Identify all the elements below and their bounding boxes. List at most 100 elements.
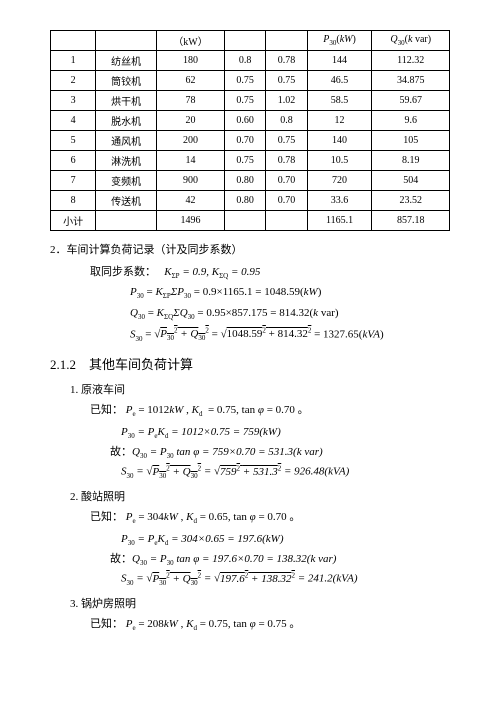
cell: 62 <box>157 71 225 91</box>
cell: 34.875 <box>372 71 450 91</box>
cell: 2 <box>51 71 96 91</box>
item2-p30: P30 = PeKd = 304×0.65 = 197.6(kW) <box>50 531 450 549</box>
cell: 0.8 <box>266 111 307 131</box>
cell: 144 <box>307 51 372 71</box>
cell: 3 <box>51 91 96 111</box>
coef-line: 取同步系数： KΣP = 0.9, KΣQ = 0.95 <box>50 263 450 280</box>
table-row: 7变频机9000.800.70720504 <box>51 171 450 191</box>
cell <box>96 211 157 231</box>
cell: 900 <box>157 171 225 191</box>
table-row: 6淋洗机140.750.7810.58.19 <box>51 151 450 171</box>
cell: 0.75 <box>266 131 307 151</box>
cell: 0.70 <box>266 171 307 191</box>
cell: 5 <box>51 131 96 151</box>
item1-q30: 故：Q30 = P30 tan φ = 759×0.70 = 531.3(k v… <box>50 444 450 462</box>
cell: 8.19 <box>372 151 450 171</box>
cell: 42 <box>157 191 225 211</box>
cell: 180 <box>157 51 225 71</box>
cell: 0.75 <box>224 91 265 111</box>
heading-212: 2.1.2 其他车间负荷计算 <box>50 354 450 373</box>
sec2-s30: S30 = √P302 + Q302 = √1048.592 + 814.322… <box>50 326 450 344</box>
cell: 140 <box>307 131 372 151</box>
cell: 0.80 <box>224 171 265 191</box>
cell: 12 <box>307 111 372 131</box>
cell: 112.32 <box>372 51 450 71</box>
cell: 105 <box>372 131 450 151</box>
cell: 0.75 <box>224 151 265 171</box>
table-row: 3烘干机780.751.0258.559.67 <box>51 91 450 111</box>
item2-title: 2. 酸站照明 <box>50 488 450 504</box>
cell: 857.18 <box>372 211 450 231</box>
table-row: 4脱水机200.600.8129.6 <box>51 111 450 131</box>
coef-label: 取同步系数： <box>90 266 156 278</box>
cell: 小计 <box>51 211 96 231</box>
hcell-kw: （kW） <box>157 31 225 51</box>
cell: 传送机 <box>96 191 157 211</box>
cell: 通风机 <box>96 131 157 151</box>
cell: 1.02 <box>266 91 307 111</box>
cell <box>266 211 307 231</box>
cell: 淋洗机 <box>96 151 157 171</box>
hcell <box>51 31 96 51</box>
cell: 8 <box>51 191 96 211</box>
table-row: 5通风机2000.700.75140105 <box>51 131 450 151</box>
sec2-q30: Q30 = KΣQΣQ30 = 0.95×857.175 = 814.32(k … <box>50 305 450 323</box>
table-row: 小计 1496 1165.1857.18 <box>51 211 450 231</box>
item2-s30: S30 = √P302 + Q302 = √197.62 + 138.322 =… <box>50 570 450 588</box>
item1-s30: S30 = √P302 + Q302 = √7592 + 531.32 = 92… <box>50 463 450 481</box>
cell: 0.70 <box>224 131 265 151</box>
cell: 58.5 <box>307 91 372 111</box>
cell: 20 <box>157 111 225 131</box>
item1-title: 1. 原液车间 <box>50 381 450 397</box>
table-row: 8传送机420.800.7033.623.52 <box>51 191 450 211</box>
cell: 筒铰机 <box>96 71 157 91</box>
cell: 33.6 <box>307 191 372 211</box>
cell: 0.80 <box>224 191 265 211</box>
item2-known: 已知： Pe = 304kW , Kd = 0.65, tan φ = 0.70… <box>50 508 450 525</box>
sec2-title: 2．车间计算负荷记录（计及同步系数） <box>50 241 450 257</box>
cell: 1496 <box>157 211 225 231</box>
hcell <box>266 31 307 51</box>
sec2-p30: P30 = KΣPΣP30 = 0.9×1165.1 = 1048.59(kW) <box>50 284 450 302</box>
item1-p30: P30 = PeKd = 1012×0.75 = 759(kW) <box>50 424 450 442</box>
cell: 脱水机 <box>96 111 157 131</box>
cell: 9.6 <box>372 111 450 131</box>
cell: 10.5 <box>307 151 372 171</box>
hcell <box>96 31 157 51</box>
cell: 14 <box>157 151 225 171</box>
cell: 200 <box>157 131 225 151</box>
item2-q30: 故：Q30 = P30 tan φ = 197.6×0.70 = 138.32(… <box>50 551 450 569</box>
item3-title: 3. 锅炉房照明 <box>50 595 450 611</box>
cell: 4 <box>51 111 96 131</box>
cell: 纺丝机 <box>96 51 157 71</box>
hcell-q30: Q30(k var) <box>372 31 450 51</box>
cell: 46.5 <box>307 71 372 91</box>
cell: 6 <box>51 151 96 171</box>
cell: 720 <box>307 171 372 191</box>
load-table: （kW） P30(kW) Q30(k var) 1纺丝机1800.80.7814… <box>50 30 450 231</box>
hcell <box>224 31 265 51</box>
cell: 23.52 <box>372 191 450 211</box>
cell: 0.8 <box>224 51 265 71</box>
cell: 烘干机 <box>96 91 157 111</box>
cell: 0.75 <box>266 71 307 91</box>
cell: 59.67 <box>372 91 450 111</box>
cell: 78 <box>157 91 225 111</box>
table-row: 2筒铰机620.750.7546.534.875 <box>51 71 450 91</box>
cell: 1165.1 <box>307 211 372 231</box>
item3-known: 已知： Pe = 208kW , Kd = 0.75, tan φ = 0.75… <box>50 615 450 632</box>
table-header-row: （kW） P30(kW) Q30(k var) <box>51 31 450 51</box>
cell <box>224 211 265 231</box>
hcell-p30: P30(kW) <box>307 31 372 51</box>
cell: 7 <box>51 171 96 191</box>
table-row: 1纺丝机1800.80.78144112.32 <box>51 51 450 71</box>
cell: 0.70 <box>266 191 307 211</box>
cell: 变频机 <box>96 171 157 191</box>
cell: 0.78 <box>266 51 307 71</box>
cell: 504 <box>372 171 450 191</box>
item1-known: 已知： Pe = 1012kW , Kd = 0.75, tan φ = 0.7… <box>50 401 450 418</box>
cell: 0.75 <box>224 71 265 91</box>
cell: 0.78 <box>266 151 307 171</box>
cell: 1 <box>51 51 96 71</box>
cell: 0.60 <box>224 111 265 131</box>
